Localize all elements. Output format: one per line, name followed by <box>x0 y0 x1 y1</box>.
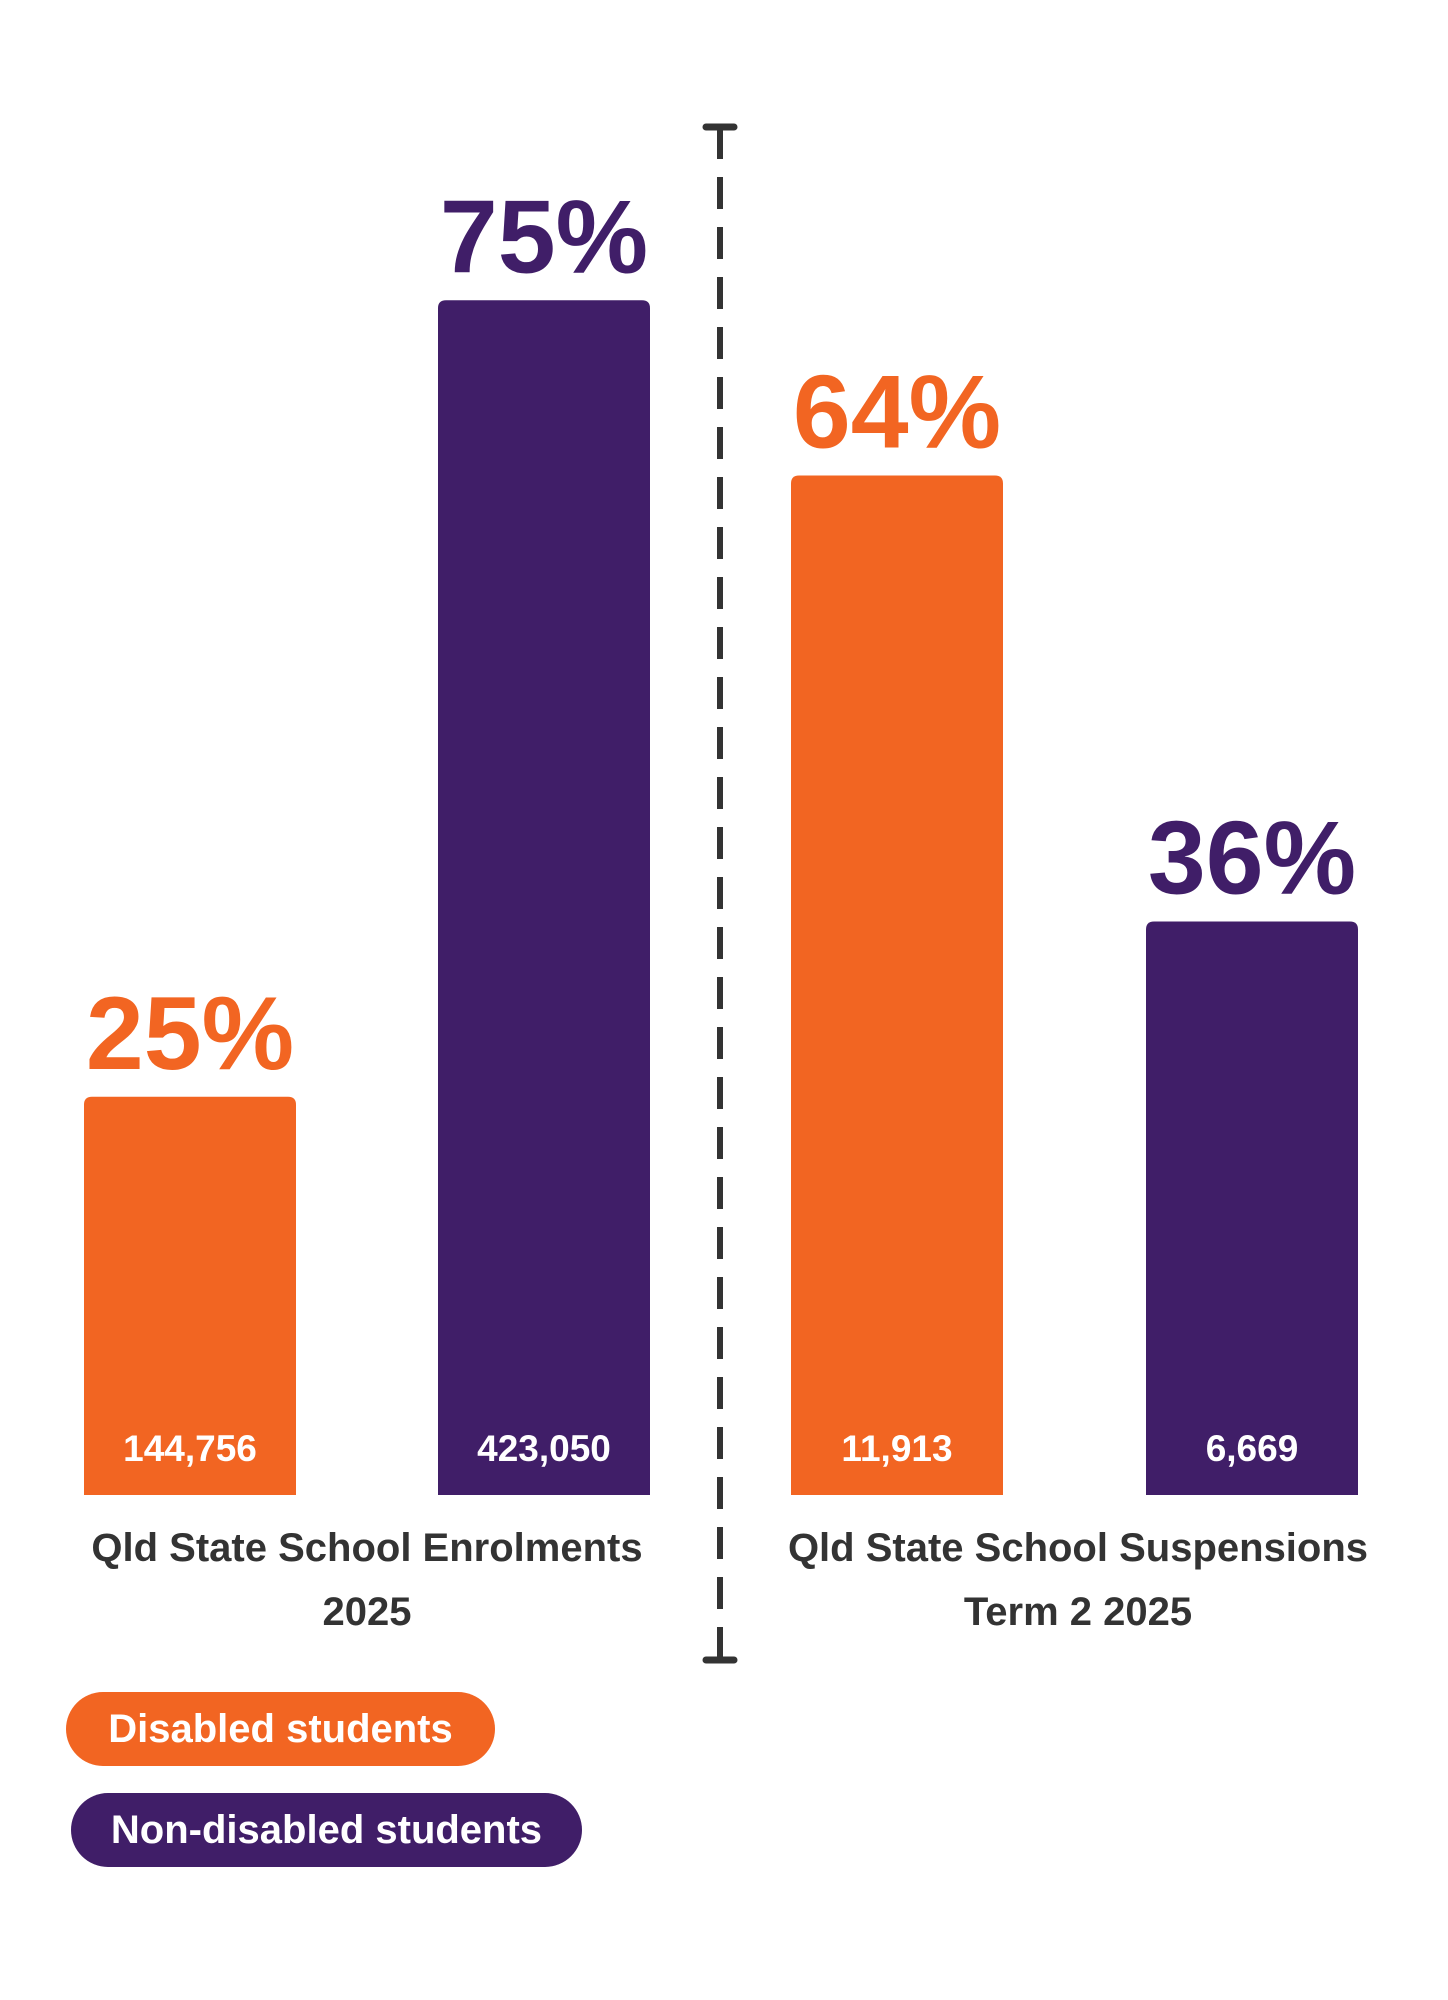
count-label: 144,756 <box>123 1428 257 1469</box>
group-divider <box>702 123 738 1664</box>
percent-label: 64% <box>793 354 1001 470</box>
category-label-enrolments-year: 2025 <box>323 1590 412 1634</box>
count-label: 11,913 <box>841 1428 952 1469</box>
bar-non-disabled-1 <box>1146 921 1358 1495</box>
category-label-suspensions-term: Term 2 2025 <box>964 1590 1192 1634</box>
percent-label: 75% <box>440 179 648 295</box>
count-label: 6,669 <box>1206 1428 1299 1469</box>
count-label: 423,050 <box>477 1428 611 1469</box>
legend-non-disabled-students: Non-disabled students <box>71 1793 582 1867</box>
bar-disabled-0 <box>84 1096 296 1495</box>
bar-non-disabled-0 <box>438 300 650 1495</box>
percent-label: 36% <box>1148 801 1356 917</box>
percent-label: 25% <box>86 976 294 1092</box>
category-label-suspensions: Qld State School Suspensions <box>788 1526 1368 1570</box>
bar-disabled-1 <box>791 475 1003 1496</box>
category-label-enrolments: Qld State School Enrolments <box>91 1526 642 1570</box>
legend-disabled-students: Disabled students <box>66 1692 495 1766</box>
